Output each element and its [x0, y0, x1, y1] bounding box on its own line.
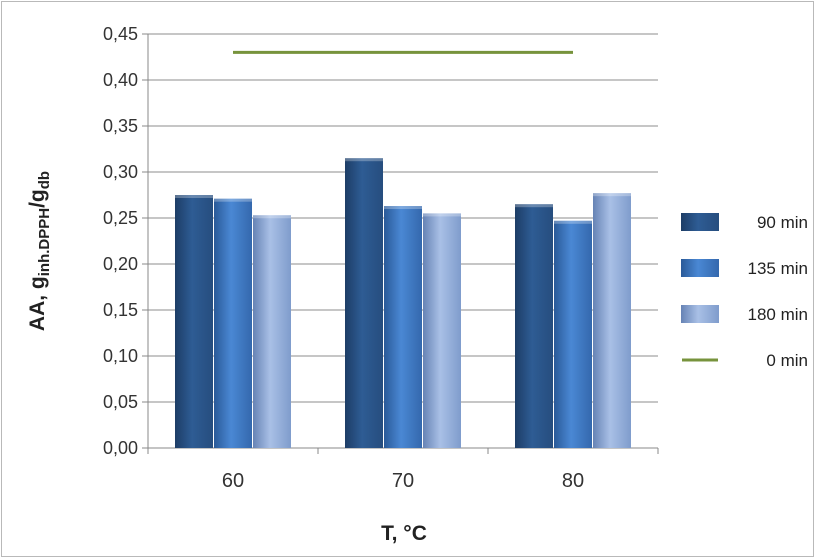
y-tick-label: 0,00 [103, 438, 138, 458]
legend-swatch [681, 305, 719, 323]
y-tick-label: 0,15 [103, 300, 138, 320]
y-tick-label: 0,30 [103, 162, 138, 182]
legend-swatch [681, 213, 719, 231]
y-tick-label: 0,35 [103, 116, 138, 136]
y-axis-title-sub1: inh.DPPH [36, 208, 53, 276]
bar-top-highlight [214, 198, 252, 202]
x-tick-label: 80 [562, 470, 584, 492]
y-axis-title-main: AA, g [26, 276, 49, 331]
y-tick-label: 0,10 [103, 346, 138, 366]
x-tick-label: 60 [222, 470, 244, 492]
bar [384, 206, 422, 448]
bar [515, 204, 553, 448]
x-tick-label: 70 [392, 470, 414, 492]
bar-top-highlight [384, 206, 422, 210]
y-tick-label: 0,05 [103, 392, 138, 412]
bar [175, 195, 213, 448]
bar [554, 220, 592, 448]
y-axis-ticks: 0,00 0,05 0,10 0,15 0,20 0,25 0,30 0,35 0,40 0,45 [103, 24, 148, 458]
y-axis-title-sub2: db [36, 171, 53, 189]
y-tick-label: 0,20 [103, 254, 138, 274]
legend-label: 90 min [757, 213, 808, 232]
legend-label: 0 min [766, 351, 808, 370]
bar [423, 213, 461, 448]
bar-top-highlight [593, 193, 631, 197]
bar [345, 158, 383, 448]
legend-swatch [681, 259, 719, 277]
bar-top-highlight [253, 215, 291, 219]
bar [593, 193, 631, 448]
x-axis-ticks: 60 70 80 [147, 448, 659, 492]
bar [214, 198, 252, 448]
bar-top-highlight [345, 158, 383, 162]
legend-label: 135 min [748, 259, 808, 278]
bar-top-highlight [175, 195, 213, 198]
x-axis-title: T, °C [381, 522, 427, 545]
y-axis-title-mid: /g [26, 189, 49, 208]
bar-top-highlight [554, 220, 592, 224]
y-tick-label: 0,45 [103, 24, 138, 44]
y-tick-label: 0,25 [103, 208, 138, 228]
bar-top-highlight [515, 204, 553, 208]
legend-label: 180 min [748, 305, 808, 324]
bars [175, 158, 631, 448]
legend: 90 min 135 min 180 min 0 min [681, 213, 808, 370]
bar-top-highlight [423, 213, 461, 217]
y-axis-title: AA, ginh.DPPH/gdb [26, 171, 53, 331]
y-tick-label: 0,40 [103, 70, 138, 90]
bar [253, 215, 291, 448]
